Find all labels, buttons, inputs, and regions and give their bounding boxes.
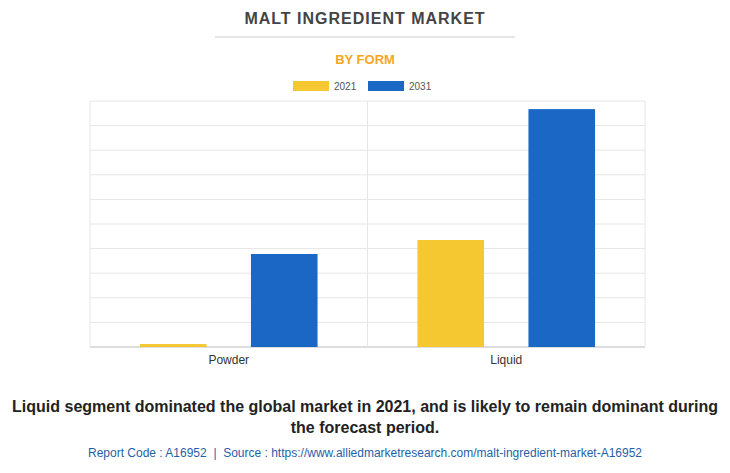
legend-swatch [293,81,329,91]
legend-label: 2021 [334,81,357,92]
band-divider [645,101,646,347]
bars [140,109,595,347]
band-divider [367,101,368,347]
subtitle: BY FORM [335,52,395,67]
x-tick-label: Liquid [490,353,522,367]
title: MALT INGREDIENT MARKET [244,10,485,27]
x-tick-label: Powder [208,353,249,367]
legend-label: 2031 [409,81,432,92]
bar [251,254,318,347]
legend-swatch [368,81,404,91]
caption: Liquid segment dominated the global mark… [5,396,725,438]
title-rule [215,37,515,38]
bar [417,240,484,347]
band-divider [90,101,91,347]
footer: Report Code : A16952 | Source : https://… [0,446,730,460]
bar [528,109,595,347]
bar [140,344,207,347]
